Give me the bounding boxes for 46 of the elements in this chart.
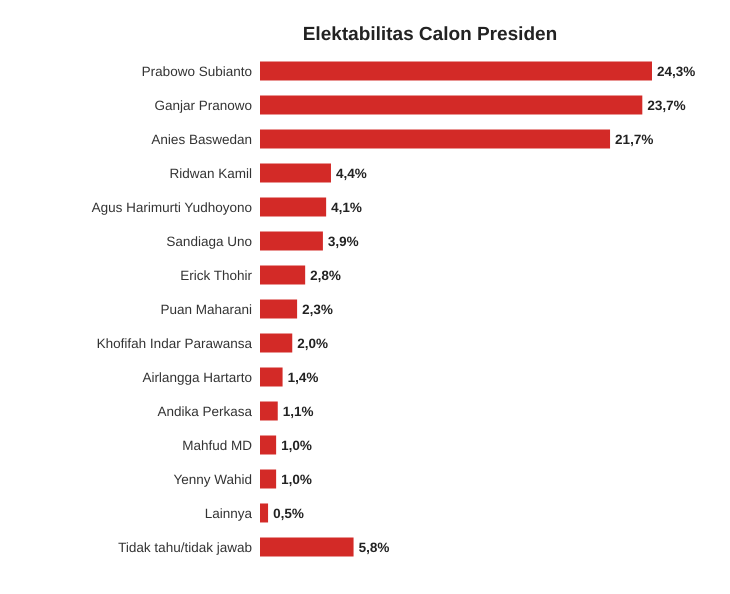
bar <box>260 503 268 522</box>
bar <box>260 197 326 216</box>
bar <box>260 333 292 352</box>
y-tick-label: Mahfud MD <box>182 438 252 453</box>
data-label: 24,3% <box>657 64 696 79</box>
bar <box>260 265 306 284</box>
bar <box>260 95 642 114</box>
data-label: 1,4% <box>288 370 318 385</box>
data-label: 0,5% <box>273 506 304 521</box>
data-label: 1,0% <box>281 472 312 487</box>
data-label: 21,7% <box>615 132 654 147</box>
y-tick-label: Puan Maharani <box>160 302 252 317</box>
y-tick-label: Airlangga Hartarto <box>142 370 252 385</box>
y-tick-label: Ganjar Pranowo <box>154 98 252 113</box>
data-label: 2,0% <box>297 336 328 351</box>
y-tick-label: Agus Harimurti Yudhoyono <box>92 200 252 215</box>
chart-title: Elektabilitas Calon Presiden <box>302 24 558 46</box>
bar <box>260 435 276 454</box>
bar <box>260 537 354 556</box>
y-tick-label: Sandiaga Uno <box>166 234 252 249</box>
y-tick-label: Yenny Wahid <box>173 472 252 487</box>
y-tick-label: Erick Thohir <box>180 268 252 283</box>
y-tick-label: Ridwan Kamil <box>169 166 252 181</box>
y-tick-label: Tidak tahu/tidak jawab <box>118 540 252 555</box>
bar <box>260 367 283 386</box>
data-label: 1,1% <box>282 404 314 419</box>
bar <box>260 401 278 420</box>
bar <box>260 299 298 318</box>
bar <box>260 61 652 80</box>
data-label: 1,0% <box>281 438 312 453</box>
data-label: 23,7% <box>647 98 686 113</box>
data-label: 2,8% <box>310 268 341 283</box>
y-tick-label: Khofifah Indar Parawansa <box>96 336 252 351</box>
bar <box>260 163 331 182</box>
data-label: 4,1% <box>331 200 362 215</box>
bar <box>260 469 276 488</box>
y-tick-label: Andika Perkasa <box>157 404 252 419</box>
data-label: 2,3% <box>302 302 333 317</box>
data-label: 5,8% <box>358 540 390 555</box>
y-tick-label: Prabowo Subianto <box>142 64 252 79</box>
data-label: 4,4% <box>336 166 367 181</box>
y-tick-label: Lainnya <box>204 506 252 521</box>
data-label: 3,9% <box>328 234 359 249</box>
bar <box>260 231 323 250</box>
bar <box>260 129 610 148</box>
y-tick-label: Anies Baswedan <box>151 132 252 147</box>
